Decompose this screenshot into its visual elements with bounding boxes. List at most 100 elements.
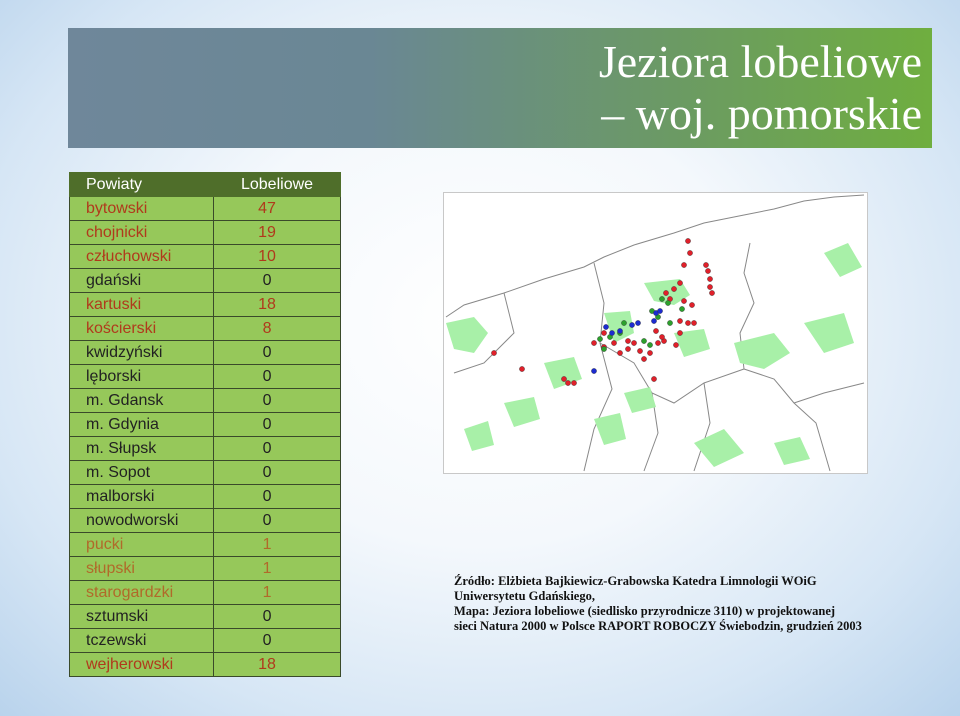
lake-point-red (491, 350, 497, 356)
powiat-name: kościerski (68, 316, 215, 341)
lake-point-blue (635, 320, 641, 326)
lake-point-red (653, 328, 659, 334)
lake-point-red (565, 380, 571, 386)
table-row: kościerski 8 (68, 316, 341, 341)
lobeliowe-count: 19 (213, 220, 341, 245)
table-row: lęborski 0 (68, 364, 341, 389)
lobeliowe-count: 0 (213, 628, 341, 653)
powiat-name: słupski (68, 556, 215, 581)
forest-patch (674, 329, 710, 357)
powiat-name: chojnicki (68, 220, 215, 245)
lake-point-green (641, 338, 647, 344)
table-row: m. Gdynia 0 (68, 412, 341, 437)
lake-point-red (707, 284, 713, 290)
table-row: gdański 0 (68, 268, 341, 293)
lobeliowe-count: 18 (213, 652, 341, 677)
forest-patch (694, 429, 744, 467)
forest-patch (594, 413, 626, 445)
lake-point-red (677, 318, 683, 324)
table-row: sztumski 0 (68, 604, 341, 629)
lakes-map (443, 192, 868, 474)
lake-point-blue (603, 324, 609, 330)
lake-point-blue (591, 368, 597, 374)
powiat-name: sztumski (68, 604, 215, 629)
table-header-row: Powiaty Lobeliowe (68, 172, 341, 197)
forest-areas (446, 243, 862, 467)
lake-point-red (625, 338, 631, 344)
lobeliowe-count: 47 (213, 196, 341, 221)
table-row: kartuski 18 (68, 292, 341, 317)
table-row: nowodworski 0 (68, 508, 341, 533)
table-row: kwidzyński 0 (68, 340, 341, 365)
lake-point-red (705, 268, 711, 274)
powiat-name: człuchowski (68, 244, 215, 269)
map-svg (445, 194, 865, 472)
powiat-name: m. Gdansk (68, 388, 215, 413)
lake-point-green (667, 320, 673, 326)
forest-patch (624, 387, 656, 413)
powiat-name: starogardzki (68, 580, 215, 605)
lake-point-blue (629, 322, 635, 328)
lake-point-blue (617, 328, 623, 334)
lake-point-red (611, 340, 617, 346)
lobeliowe-count: 0 (213, 364, 341, 389)
table-row: m. Sopot 0 (68, 460, 341, 485)
powiat-name: m. Sopot (68, 460, 215, 485)
table-row: bytowski 47 (68, 196, 341, 221)
lobeliowe-count: 1 (213, 580, 341, 605)
lake-point-red (647, 350, 653, 356)
table-row: starogardzki 1 (68, 580, 341, 605)
lake-points (491, 238, 715, 386)
header-lobeliowe: Lobeliowe (213, 172, 341, 197)
table-row: malborski 0 (68, 484, 341, 509)
lobeliowe-count: 0 (213, 460, 341, 485)
header-powiaty: Powiaty (68, 172, 215, 197)
lobeliowe-count: 0 (213, 268, 341, 293)
lake-point-red (691, 320, 697, 326)
lobeliowe-count: 10 (213, 244, 341, 269)
lake-point-red (617, 350, 623, 356)
table-body: bytowski 47 chojnicki 19 człuchowski 10 gdańsk… (68, 196, 341, 677)
county-border (583, 262, 613, 472)
title-line-1: Jeziora lobeliowe (598, 36, 922, 87)
powiat-name: nowodworski (68, 508, 215, 533)
lake-point-red (561, 376, 567, 382)
lobeliowe-count: 0 (213, 484, 341, 509)
lake-point-red (591, 340, 597, 346)
source-line-3: Mapa: Jeziora lobeliowe (siedlisko przyr… (454, 604, 836, 618)
lake-point-red (625, 346, 631, 352)
forest-patch (504, 397, 540, 427)
lake-point-red (707, 276, 713, 282)
lobeliowe-count: 18 (213, 292, 341, 317)
lake-point-blue (657, 308, 663, 314)
slide-title: Jeziora lobeliowe – woj. pomorskie (599, 36, 922, 140)
source-note: Źródło: Elżbieta Bajkiewicz-Grabowska Ka… (454, 574, 924, 634)
powiat-name: bytowski (68, 196, 215, 221)
forest-patch (774, 437, 810, 465)
lake-point-red (655, 340, 661, 346)
table-row: słupski 1 (68, 556, 341, 581)
powiat-name: pucki (68, 532, 215, 557)
table-row: m. Gdansk 0 (68, 388, 341, 413)
lake-point-red (685, 320, 691, 326)
table-row: człuchowski 10 (68, 244, 341, 269)
table-row: m. Słupsk 0 (68, 436, 341, 461)
lake-point-blue (609, 330, 615, 336)
table-row: pucki 1 (68, 532, 341, 557)
lake-point-red (687, 250, 693, 256)
lake-point-red (689, 302, 695, 308)
lake-point-red (671, 286, 677, 292)
lake-point-red (709, 290, 715, 296)
powiat-name: wejherowski (68, 652, 215, 677)
lobeliowe-count: 1 (213, 556, 341, 581)
source-line-4: sieci Natura 2000 w Polsce RAPORT ROBOCZ… (454, 619, 862, 633)
lake-point-green (679, 306, 685, 312)
lake-point-red (673, 342, 679, 348)
lake-point-red (519, 366, 525, 372)
lake-point-red (631, 340, 637, 346)
lake-point-red (641, 356, 647, 362)
lake-point-red (601, 330, 607, 336)
lake-point-red (681, 298, 687, 304)
title-line-2: – woj. pomorskie (601, 88, 922, 139)
forest-patch (464, 421, 494, 451)
